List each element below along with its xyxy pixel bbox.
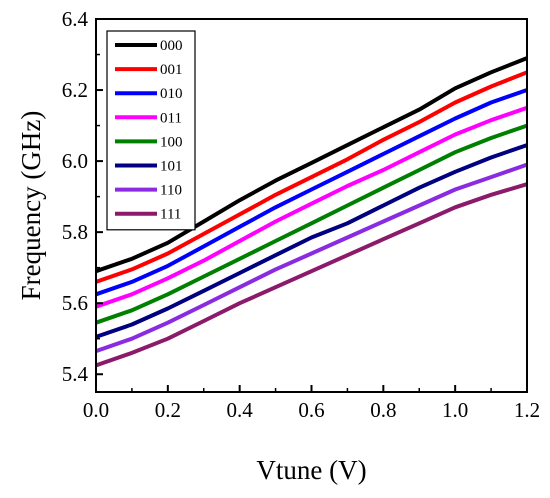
x-tick-label: 1.0 <box>442 398 468 422</box>
x-tick-label: 0.2 <box>155 398 181 422</box>
legend: 000 001 010 011 100 101 110 111 <box>106 30 196 231</box>
series-line-110 <box>95 162 528 353</box>
legend-label-101: 101 <box>160 159 183 175</box>
legend-label-100: 100 <box>160 134 183 150</box>
x-axis-label: Vtune (V) <box>256 455 366 485</box>
y-tick-label: 6.0 <box>62 149 88 173</box>
y-tick-label: 6.4 <box>62 7 89 31</box>
y-axis-label: Frequency (GHz) <box>16 111 46 301</box>
series-line-001 <box>95 70 528 284</box>
legend-label-110: 110 <box>160 183 182 199</box>
legend-label-010: 010 <box>160 86 183 102</box>
legend-label-000: 000 <box>160 38 183 54</box>
legend-box <box>106 30 196 231</box>
series-line-000 <box>95 56 528 274</box>
plot-lines <box>95 56 528 368</box>
legend-label-111: 111 <box>160 207 181 223</box>
y-tick-label: 5.6 <box>62 291 88 315</box>
x-tick-label: 1.2 <box>514 398 540 422</box>
x-axis: 0.0 0.2 0.4 0.6 0.8 1.0 1.2 <box>83 385 540 422</box>
x-tick-label: 0.0 <box>83 398 109 422</box>
x-tick-label: 0.8 <box>370 398 396 422</box>
y-tick-label: 5.4 <box>62 362 89 386</box>
series-line-100 <box>95 123 528 325</box>
series-line-101 <box>95 143 528 339</box>
y-tick-label: 5.8 <box>62 220 88 244</box>
series-line-011 <box>95 105 528 309</box>
series-line-111 <box>95 182 528 368</box>
x-tick-label: 0.6 <box>298 398 324 422</box>
y-tick-label: 6.2 <box>62 78 88 102</box>
legend-label-001: 001 <box>160 62 183 78</box>
legend-label-011: 011 <box>160 110 182 126</box>
series-line-010 <box>95 88 528 297</box>
y-axis: 5.4 5.6 5.8 6.0 6.2 6.4 <box>62 7 103 386</box>
x-tick-label: 0.4 <box>227 398 254 422</box>
